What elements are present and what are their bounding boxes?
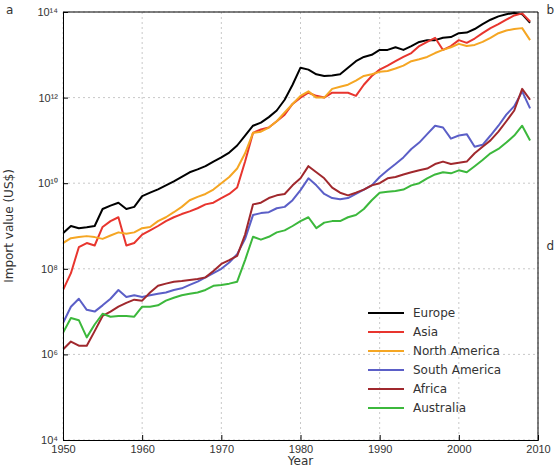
y-axis-title: Import value (US$): [2, 169, 16, 283]
legend-label: South America: [413, 363, 501, 377]
legend-swatch: [368, 369, 404, 371]
tick-label: 10¹⁰: [38, 177, 58, 189]
y-tick: 10¹⁰: [38, 177, 68, 189]
series-line: [63, 89, 530, 350]
tick-label: 10⁸: [41, 263, 58, 275]
legend-swatch: [368, 312, 404, 314]
x-tick: 1990: [368, 435, 392, 455]
y-tick: 10⁸: [41, 263, 68, 275]
series-line: [63, 126, 530, 338]
grid-line: [538, 12, 539, 440]
tick-mark: [63, 440, 68, 441]
legend-swatch: [368, 331, 404, 333]
series-line: [63, 91, 530, 323]
x-tick: 2000: [447, 435, 471, 455]
tick-label: 10¹⁴: [37, 6, 58, 18]
legend-label: North America: [413, 344, 500, 358]
tick-label: 1960: [130, 443, 154, 455]
legend-item: North America: [368, 344, 500, 358]
grid: [63, 12, 538, 440]
series-line: [63, 13, 530, 233]
grid-line: [63, 12, 538, 13]
legend-item: South America: [368, 363, 501, 377]
tick-mark: [63, 269, 68, 270]
legend-item: Europe: [368, 306, 455, 320]
tick-label: 10⁶: [41, 348, 58, 360]
legend-label: Asia: [413, 325, 438, 339]
x-axis: 1950196019701980199020002010: [51, 435, 550, 455]
tick-label: 10¹²: [38, 92, 58, 104]
grid-line: [221, 12, 222, 440]
legend-item: Asia: [368, 325, 438, 339]
tick-label: 1990: [368, 443, 392, 455]
y-tick: 10⁴: [41, 434, 68, 446]
tick-mark: [459, 435, 460, 440]
tick-mark: [63, 98, 68, 99]
grid-line: [63, 268, 538, 269]
x-tick: 1980: [289, 435, 313, 455]
grid-line: [379, 12, 380, 440]
tick-label: 1970: [210, 443, 234, 455]
lines: [63, 13, 530, 350]
legend-swatch: [368, 388, 404, 390]
legend-label: Europe: [413, 306, 455, 320]
x-tick: 1970: [210, 435, 234, 455]
tick-mark: [63, 183, 68, 184]
frame-line: [538, 12, 539, 440]
series-line: [63, 13, 530, 290]
tick-label: 2010: [526, 443, 550, 455]
legend-swatch: [368, 407, 404, 409]
tick-mark: [221, 435, 222, 440]
tick-label: 10⁴: [41, 434, 58, 446]
tick-mark: [142, 435, 143, 440]
grid-line: [300, 12, 301, 440]
grid-line: [63, 183, 538, 184]
y-axis: 10⁴ 10⁶ 10⁸ 10¹⁰ 10¹² 10¹⁴: [37, 6, 68, 446]
panel-label: a: [6, 3, 13, 17]
x-tick: 1960: [130, 435, 154, 455]
tick-label: 2000: [447, 443, 471, 455]
tick-label: 1980: [289, 443, 313, 455]
legend-item: Australia: [368, 401, 466, 415]
tick-mark: [63, 354, 68, 355]
y-tick: 10⁶: [41, 348, 68, 360]
x-axis-title: Year: [287, 454, 313, 467]
tick-mark: [380, 435, 381, 440]
tick-mark: [301, 435, 302, 440]
legend-swatch: [368, 350, 404, 352]
axis-line: [64, 435, 539, 441]
y-tick: 10¹²: [38, 92, 68, 104]
grid-line: [142, 12, 143, 440]
legend-item: Africa: [368, 382, 447, 396]
frame-line: [63, 12, 538, 13]
axis-line: [64, 13, 69, 441]
legend-label: Australia: [413, 401, 466, 415]
chart: 195019601970198019902000201010⁴10⁶10⁸10¹…: [0, 0, 560, 467]
legend: Europe Asia North America South America Afri…: [368, 306, 501, 415]
panel-label: d: [546, 239, 554, 253]
legend-label: Africa: [413, 382, 447, 396]
panel-label: b: [546, 3, 554, 17]
